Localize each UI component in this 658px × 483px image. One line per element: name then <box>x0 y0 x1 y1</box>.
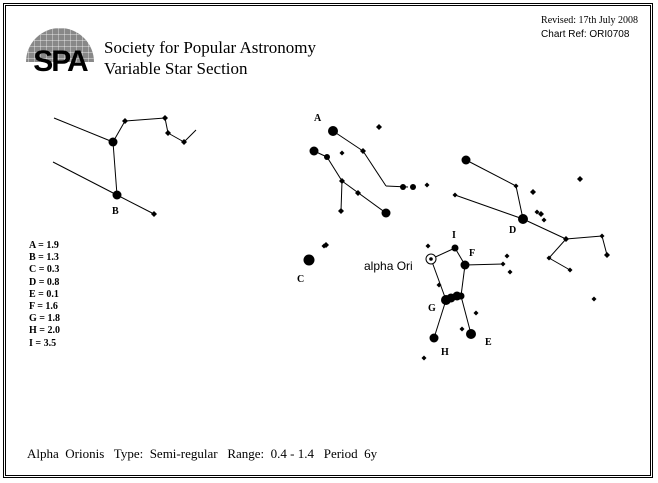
star-dot <box>328 126 338 136</box>
legend-b: B = 1.3 <box>29 252 59 264</box>
target-star-marker <box>425 253 437 265</box>
legend-i: I = 3.5 <box>29 337 57 349</box>
star-dot <box>339 150 345 156</box>
legend-g: G = 1.8 <box>29 313 60 325</box>
star-dot <box>376 124 382 130</box>
legend-f: F = 1.6 <box>29 301 58 313</box>
star-dot <box>459 326 465 332</box>
label-e: E <box>485 337 492 348</box>
chart-meta: Revised: 17th July 2008 Chart Ref: ORI07… <box>541 14 638 42</box>
comparison-labels: A B C D E F G H I <box>112 113 516 358</box>
star-dot <box>530 189 536 195</box>
star-dot <box>381 208 391 218</box>
star-dot <box>400 184 406 190</box>
label-a: A <box>314 113 322 124</box>
star-dot <box>436 282 442 288</box>
label-i: I <box>452 230 456 241</box>
star-dot <box>591 296 597 302</box>
star-dot <box>507 269 513 275</box>
star-dot <box>424 182 430 188</box>
star-dot <box>599 233 605 239</box>
star-dot <box>321 243 327 249</box>
label-f: F <box>469 248 475 259</box>
star-dot <box>546 255 552 261</box>
star-dot <box>339 178 345 184</box>
star-dot <box>421 355 427 361</box>
svg-text:SPA: SPA <box>33 45 88 74</box>
section-name: Variable Star Section <box>104 59 248 78</box>
revised-date: Revised: 17th July 2008 <box>541 15 638 26</box>
star-dot <box>466 329 476 339</box>
label-g: G <box>428 303 436 314</box>
star-dot <box>567 267 573 273</box>
star-dot <box>563 236 569 242</box>
society-name: Society for Popular Astronomy <box>104 38 317 57</box>
comparison-legend: A = 1.9 B = 1.3 C = 0.3 D = 0.8 E = 0.1 … <box>29 240 60 350</box>
star-dot <box>500 261 506 267</box>
star-dot <box>410 184 416 190</box>
star-dot <box>504 253 510 259</box>
spa-logo: SPA <box>26 28 94 74</box>
label-d: D <box>509 225 516 236</box>
inner-frame <box>5 5 651 476</box>
star-dot <box>513 183 519 189</box>
target-label: alpha Ori <box>364 259 413 273</box>
star-info: Alpha Orionis Type: Semi-regular Range: … <box>27 446 378 461</box>
star-dot <box>577 176 583 182</box>
star-dot <box>112 190 122 200</box>
star-dot <box>425 243 431 249</box>
outer-frame <box>3 3 653 478</box>
legend-c: C = 0.3 <box>29 264 60 276</box>
star-dot <box>451 244 459 252</box>
star-dot <box>151 211 157 217</box>
star-dot <box>338 208 344 214</box>
constellation-lines <box>52 117 608 339</box>
star-dot <box>460 260 470 270</box>
star-dot <box>355 190 361 196</box>
star-dot <box>541 217 547 223</box>
star-dot <box>473 310 479 316</box>
label-h: H <box>441 347 449 358</box>
label-b: B <box>112 206 119 217</box>
star-dot <box>538 211 544 217</box>
star-dot <box>518 214 528 224</box>
star-dot <box>303 254 315 266</box>
label-c: C <box>297 274 304 285</box>
legend-d: D = 0.8 <box>29 276 60 288</box>
star-dot <box>429 333 439 343</box>
chart-ref: Chart Ref: ORI0708 <box>541 29 630 40</box>
chart-title: Society for Popular Astronomy Variable S… <box>104 37 316 79</box>
star-dot <box>324 154 330 160</box>
star-dot <box>457 292 465 300</box>
star-dot <box>162 115 168 121</box>
star-dot <box>604 252 610 258</box>
legend-e: E = 0.1 <box>29 288 59 300</box>
stars <box>108 115 610 361</box>
star-dot <box>122 118 128 124</box>
legend-a: A = 1.9 <box>29 240 59 251</box>
star-dot <box>461 155 471 165</box>
legend-h: H = 2.0 <box>29 325 60 337</box>
star-dot <box>360 148 366 154</box>
star-dot <box>309 146 319 156</box>
star-dot <box>452 192 458 198</box>
star-dot <box>534 209 540 215</box>
star-dot <box>165 130 171 136</box>
star-dot <box>108 137 118 147</box>
star-dot <box>181 139 187 145</box>
